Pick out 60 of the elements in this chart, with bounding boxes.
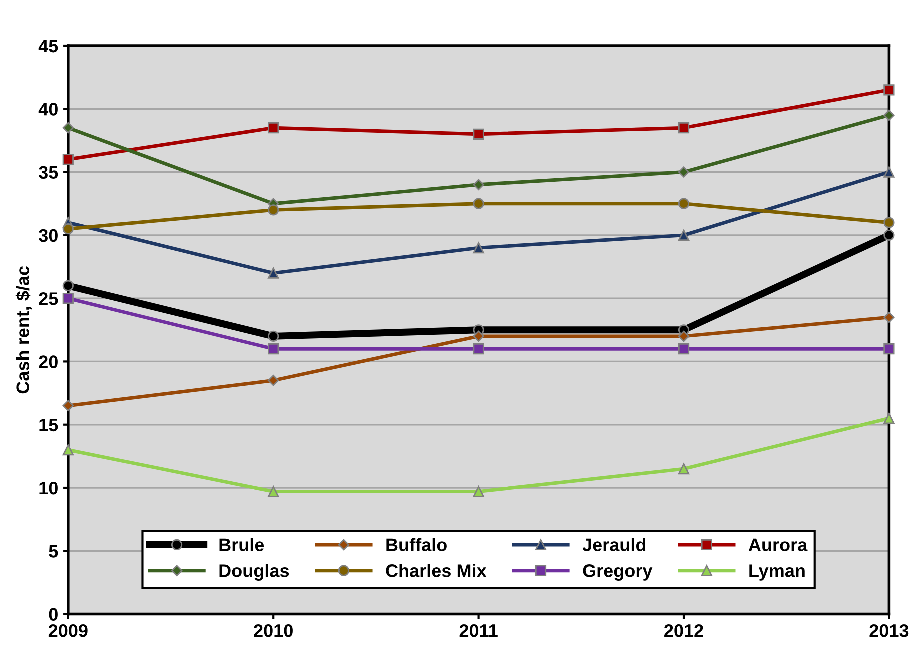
x-tick-label: 2011: [460, 624, 498, 638]
point: [62, 444, 74, 456]
point: [884, 344, 895, 355]
point: [884, 230, 895, 241]
x-tick-label: 2009: [48, 624, 88, 638]
point: [884, 412, 895, 424]
point: [62, 293, 74, 304]
point: [268, 344, 280, 355]
y-tick-label: 0: [49, 608, 58, 622]
y-tick-label: 25: [39, 292, 58, 306]
point: [884, 166, 895, 178]
y-tick-label: 5: [49, 545, 58, 558]
point: [884, 84, 895, 96]
legend-label: Brule: [220, 538, 264, 552]
point: [268, 268, 280, 279]
point: [678, 198, 690, 210]
point: [62, 154, 74, 166]
point: [268, 122, 280, 134]
point: [678, 230, 690, 241]
legend-label: Aurora: [748, 538, 808, 552]
point: [678, 464, 690, 475]
point: [884, 110, 895, 122]
point: [678, 344, 690, 355]
y-axis-title: Cash rent, $/ac: [16, 266, 32, 394]
legend-label: Buffalo: [386, 538, 447, 552]
point: [268, 486, 280, 498]
point: [678, 166, 690, 178]
x-tick-label: 2013: [870, 624, 909, 638]
legend-label: Douglas: [220, 564, 290, 581]
point: [884, 217, 895, 228]
point: [62, 224, 74, 235]
point: [268, 204, 280, 216]
point: [62, 400, 74, 412]
legend-label: Charles Mix: [386, 564, 487, 578]
point: [473, 344, 484, 355]
x-tick-label: 2010: [254, 624, 293, 638]
point: [473, 330, 484, 342]
y-tick-label: 30: [39, 229, 58, 242]
point: [268, 375, 280, 386]
x-tick-label: 2012: [664, 624, 704, 638]
point: [268, 330, 280, 342]
point: [678, 330, 690, 342]
legend-label: Gregory: [583, 564, 653, 581]
point: [473, 242, 484, 254]
point: [62, 122, 74, 134]
y-tick-label: 10: [40, 482, 58, 495]
y-tick-label: 45: [38, 40, 58, 53]
point: [473, 179, 484, 191]
legend-label: Lyman: [750, 564, 805, 581]
legend-label: Jerauld: [582, 538, 646, 552]
point: [473, 128, 484, 140]
y-tick-label: 35: [39, 166, 58, 180]
point: [473, 198, 484, 210]
point: [473, 486, 484, 498]
y-tick-label: 40: [38, 103, 58, 116]
point: [62, 280, 74, 292]
y-tick-label: 20: [39, 356, 58, 368]
y-tick-label: 15: [40, 418, 58, 432]
point: [678, 122, 690, 134]
point: [884, 312, 895, 324]
